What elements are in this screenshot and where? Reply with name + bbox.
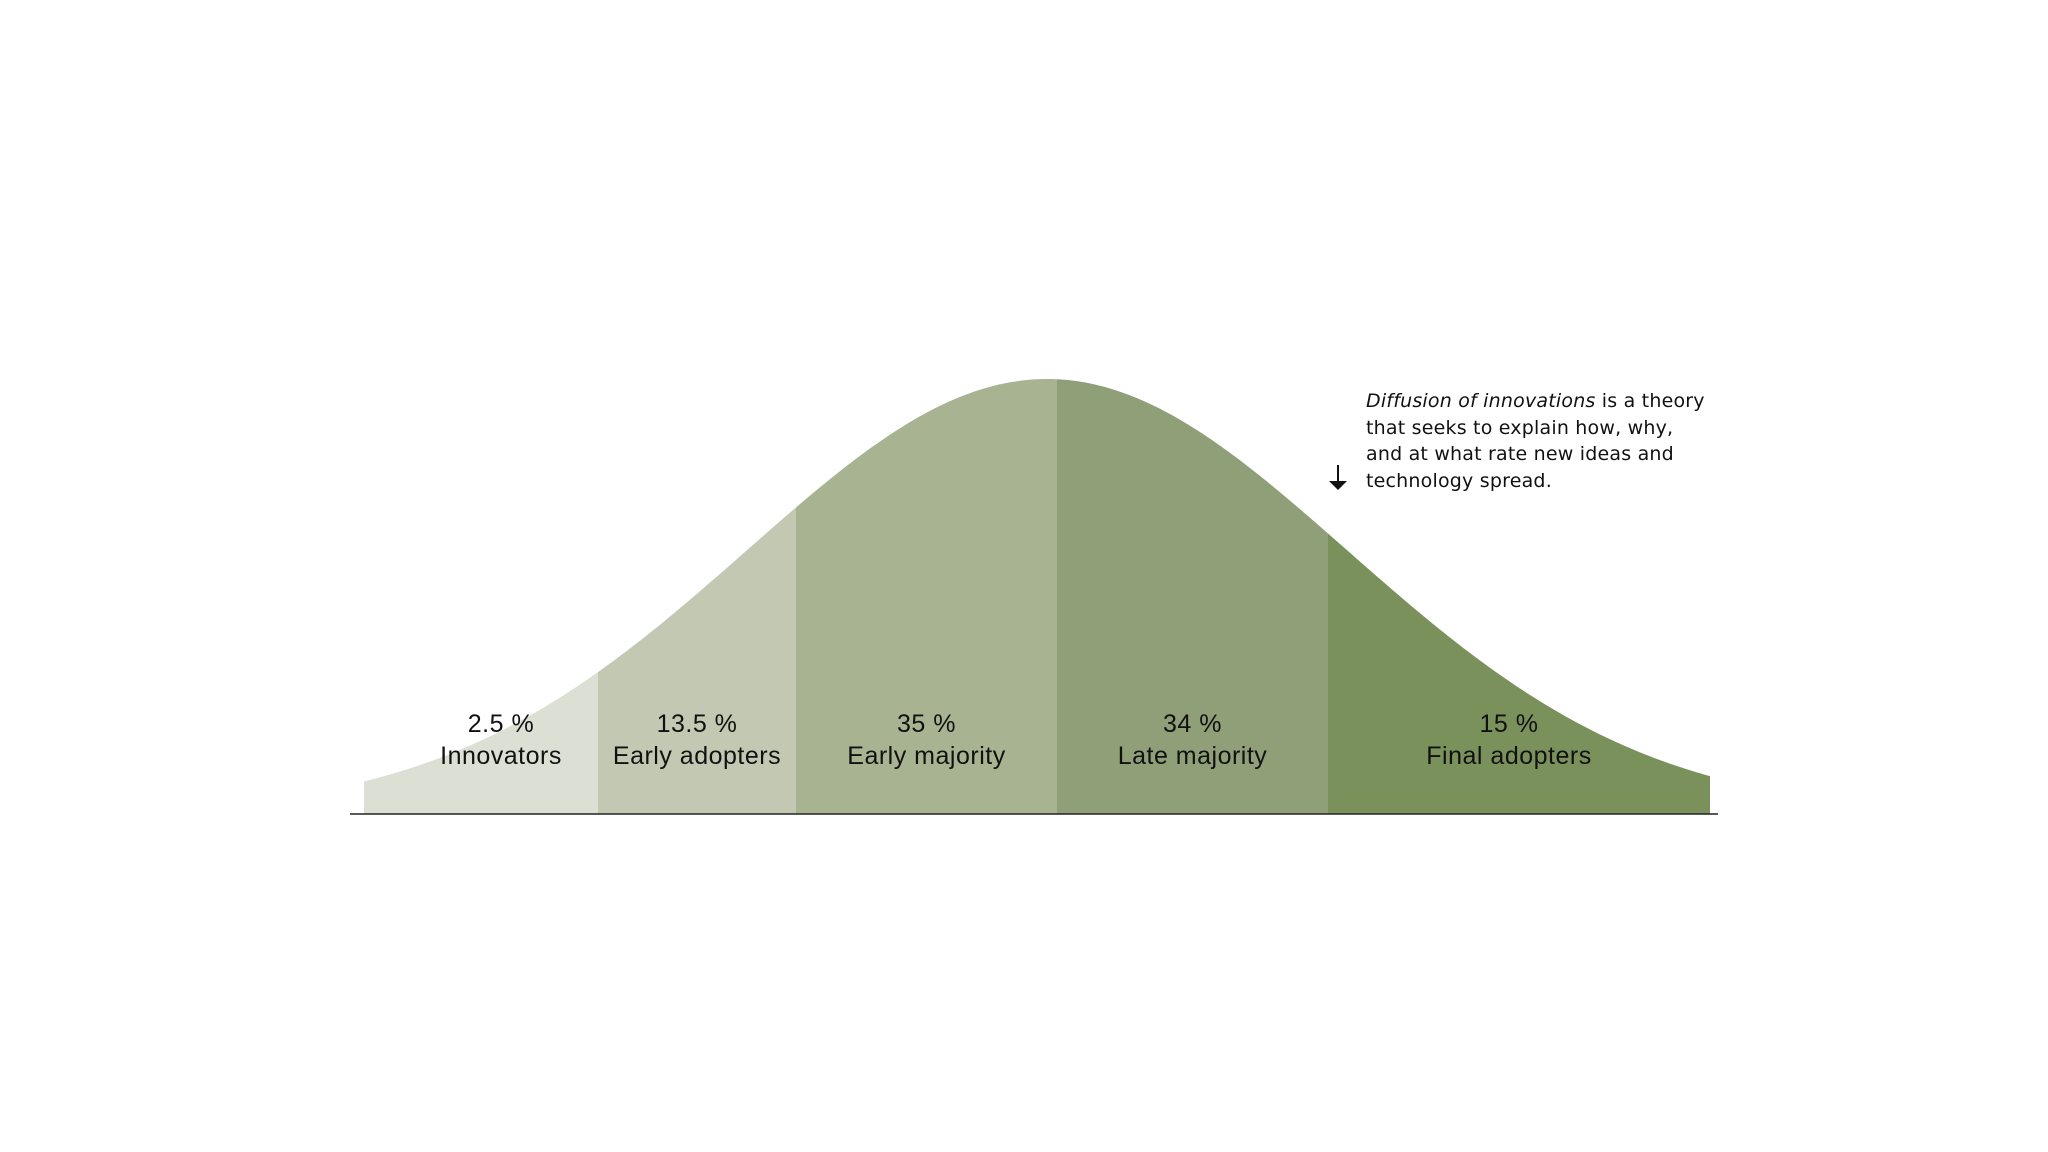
segment-percent-label: 35 % <box>897 710 956 738</box>
annotation-text: Diffusion of innovations is a theory tha… <box>1366 388 1706 494</box>
segment-percent-label: 2.5 % <box>468 710 534 738</box>
annotation-italic-lead: Diffusion of innovations <box>1366 390 1596 412</box>
segment-name-label: Late majority <box>1118 742 1268 770</box>
annotation-body: is a theory that seeks to explain how, w… <box>1366 390 1705 492</box>
segment-percent-label: 15 % <box>1480 710 1539 738</box>
segment-percent-label: 13.5 % <box>657 710 738 738</box>
segment-name-label: Early majority <box>847 742 1005 770</box>
segment-name-label: Early adopters <box>613 742 781 770</box>
arrow-down-icon <box>1329 465 1347 490</box>
segment-percent-label: 34 % <box>1163 710 1222 738</box>
segment-labels: 2.5 % Innovators 13.5 % Early adopters 35 % E… <box>440 710 1591 770</box>
segment-name-label: Innovators <box>440 742 562 770</box>
segment-name-label: Final adopters <box>1426 742 1591 770</box>
